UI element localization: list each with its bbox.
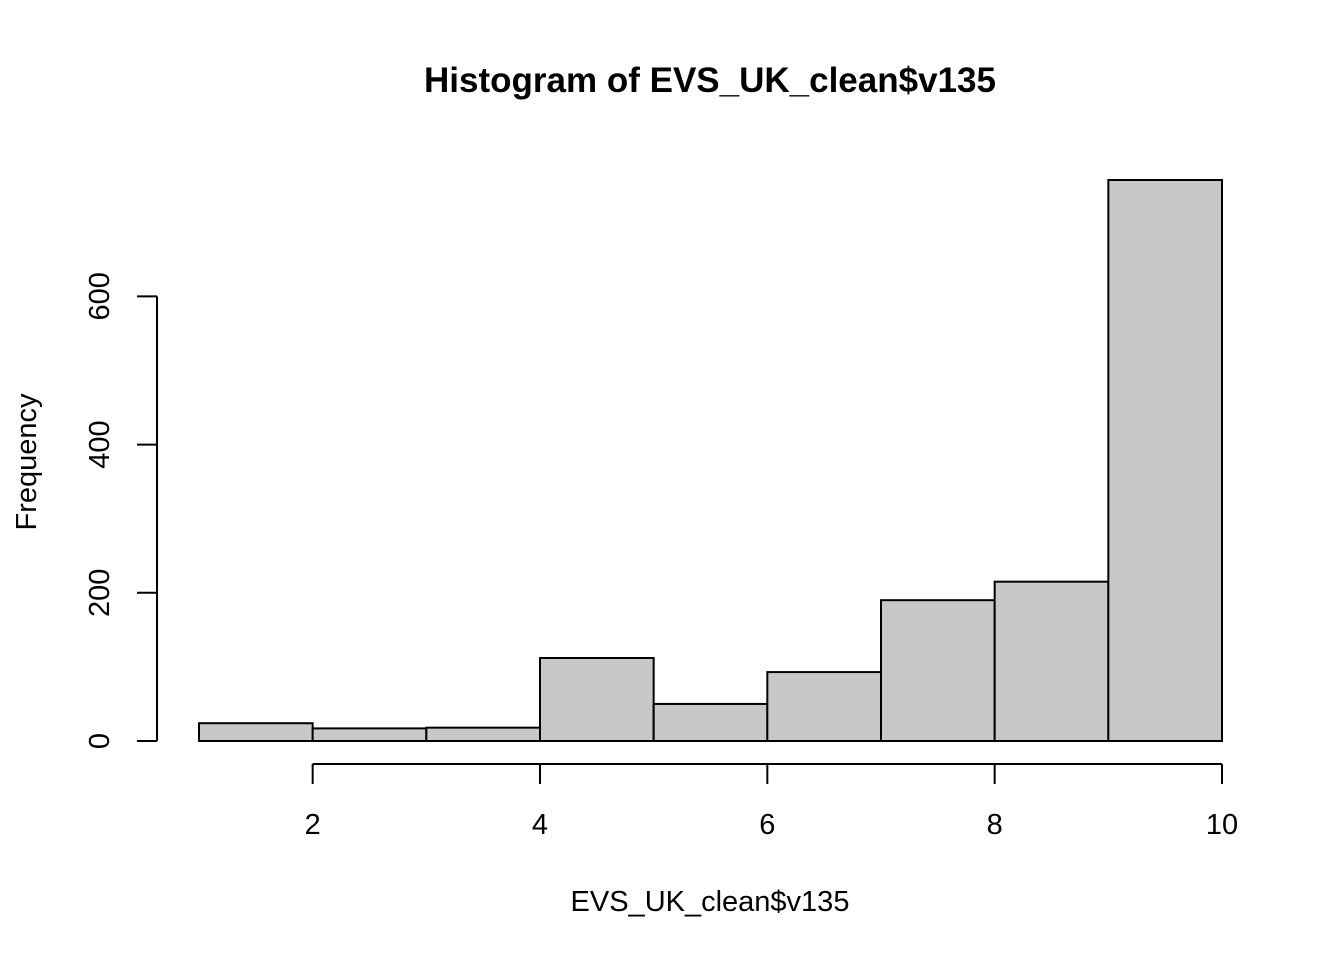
histogram-bar-7 xyxy=(880,599,996,743)
histogram-bar-3 xyxy=(425,726,542,743)
x-tick-label: 6 xyxy=(759,809,775,841)
y-tick-label: 0 xyxy=(84,733,116,749)
y-tick-label: 600 xyxy=(84,272,116,320)
x-tick-label: 4 xyxy=(532,809,548,841)
x-tick-label: 8 xyxy=(987,809,1003,841)
x-tick-label: 2 xyxy=(305,809,321,841)
histogram-bar-1 xyxy=(198,722,314,742)
histogram-bar-8 xyxy=(993,580,1110,742)
y-axis: 0 200 400 600 xyxy=(84,272,158,749)
y-tick-label: 400 xyxy=(84,420,116,468)
histogram-bar-9 xyxy=(1107,179,1224,742)
x-axis: 2 4 6 8 10 xyxy=(305,763,1238,841)
histogram-bar-2 xyxy=(311,727,428,743)
chart-title: Histogram of EVS_UK_clean$v135 xyxy=(424,61,996,100)
y-axis-label: Frequency xyxy=(11,393,43,531)
x-axis-label: EVS_UK_clean$v135 xyxy=(571,886,850,918)
bars-group xyxy=(198,179,1224,743)
x-tick-label: 10 xyxy=(1206,809,1238,841)
histogram-bar-5 xyxy=(652,702,769,743)
histogram-bar-6 xyxy=(766,671,882,743)
histogram-bar-4 xyxy=(539,656,655,742)
y-tick-label: 200 xyxy=(84,569,116,617)
